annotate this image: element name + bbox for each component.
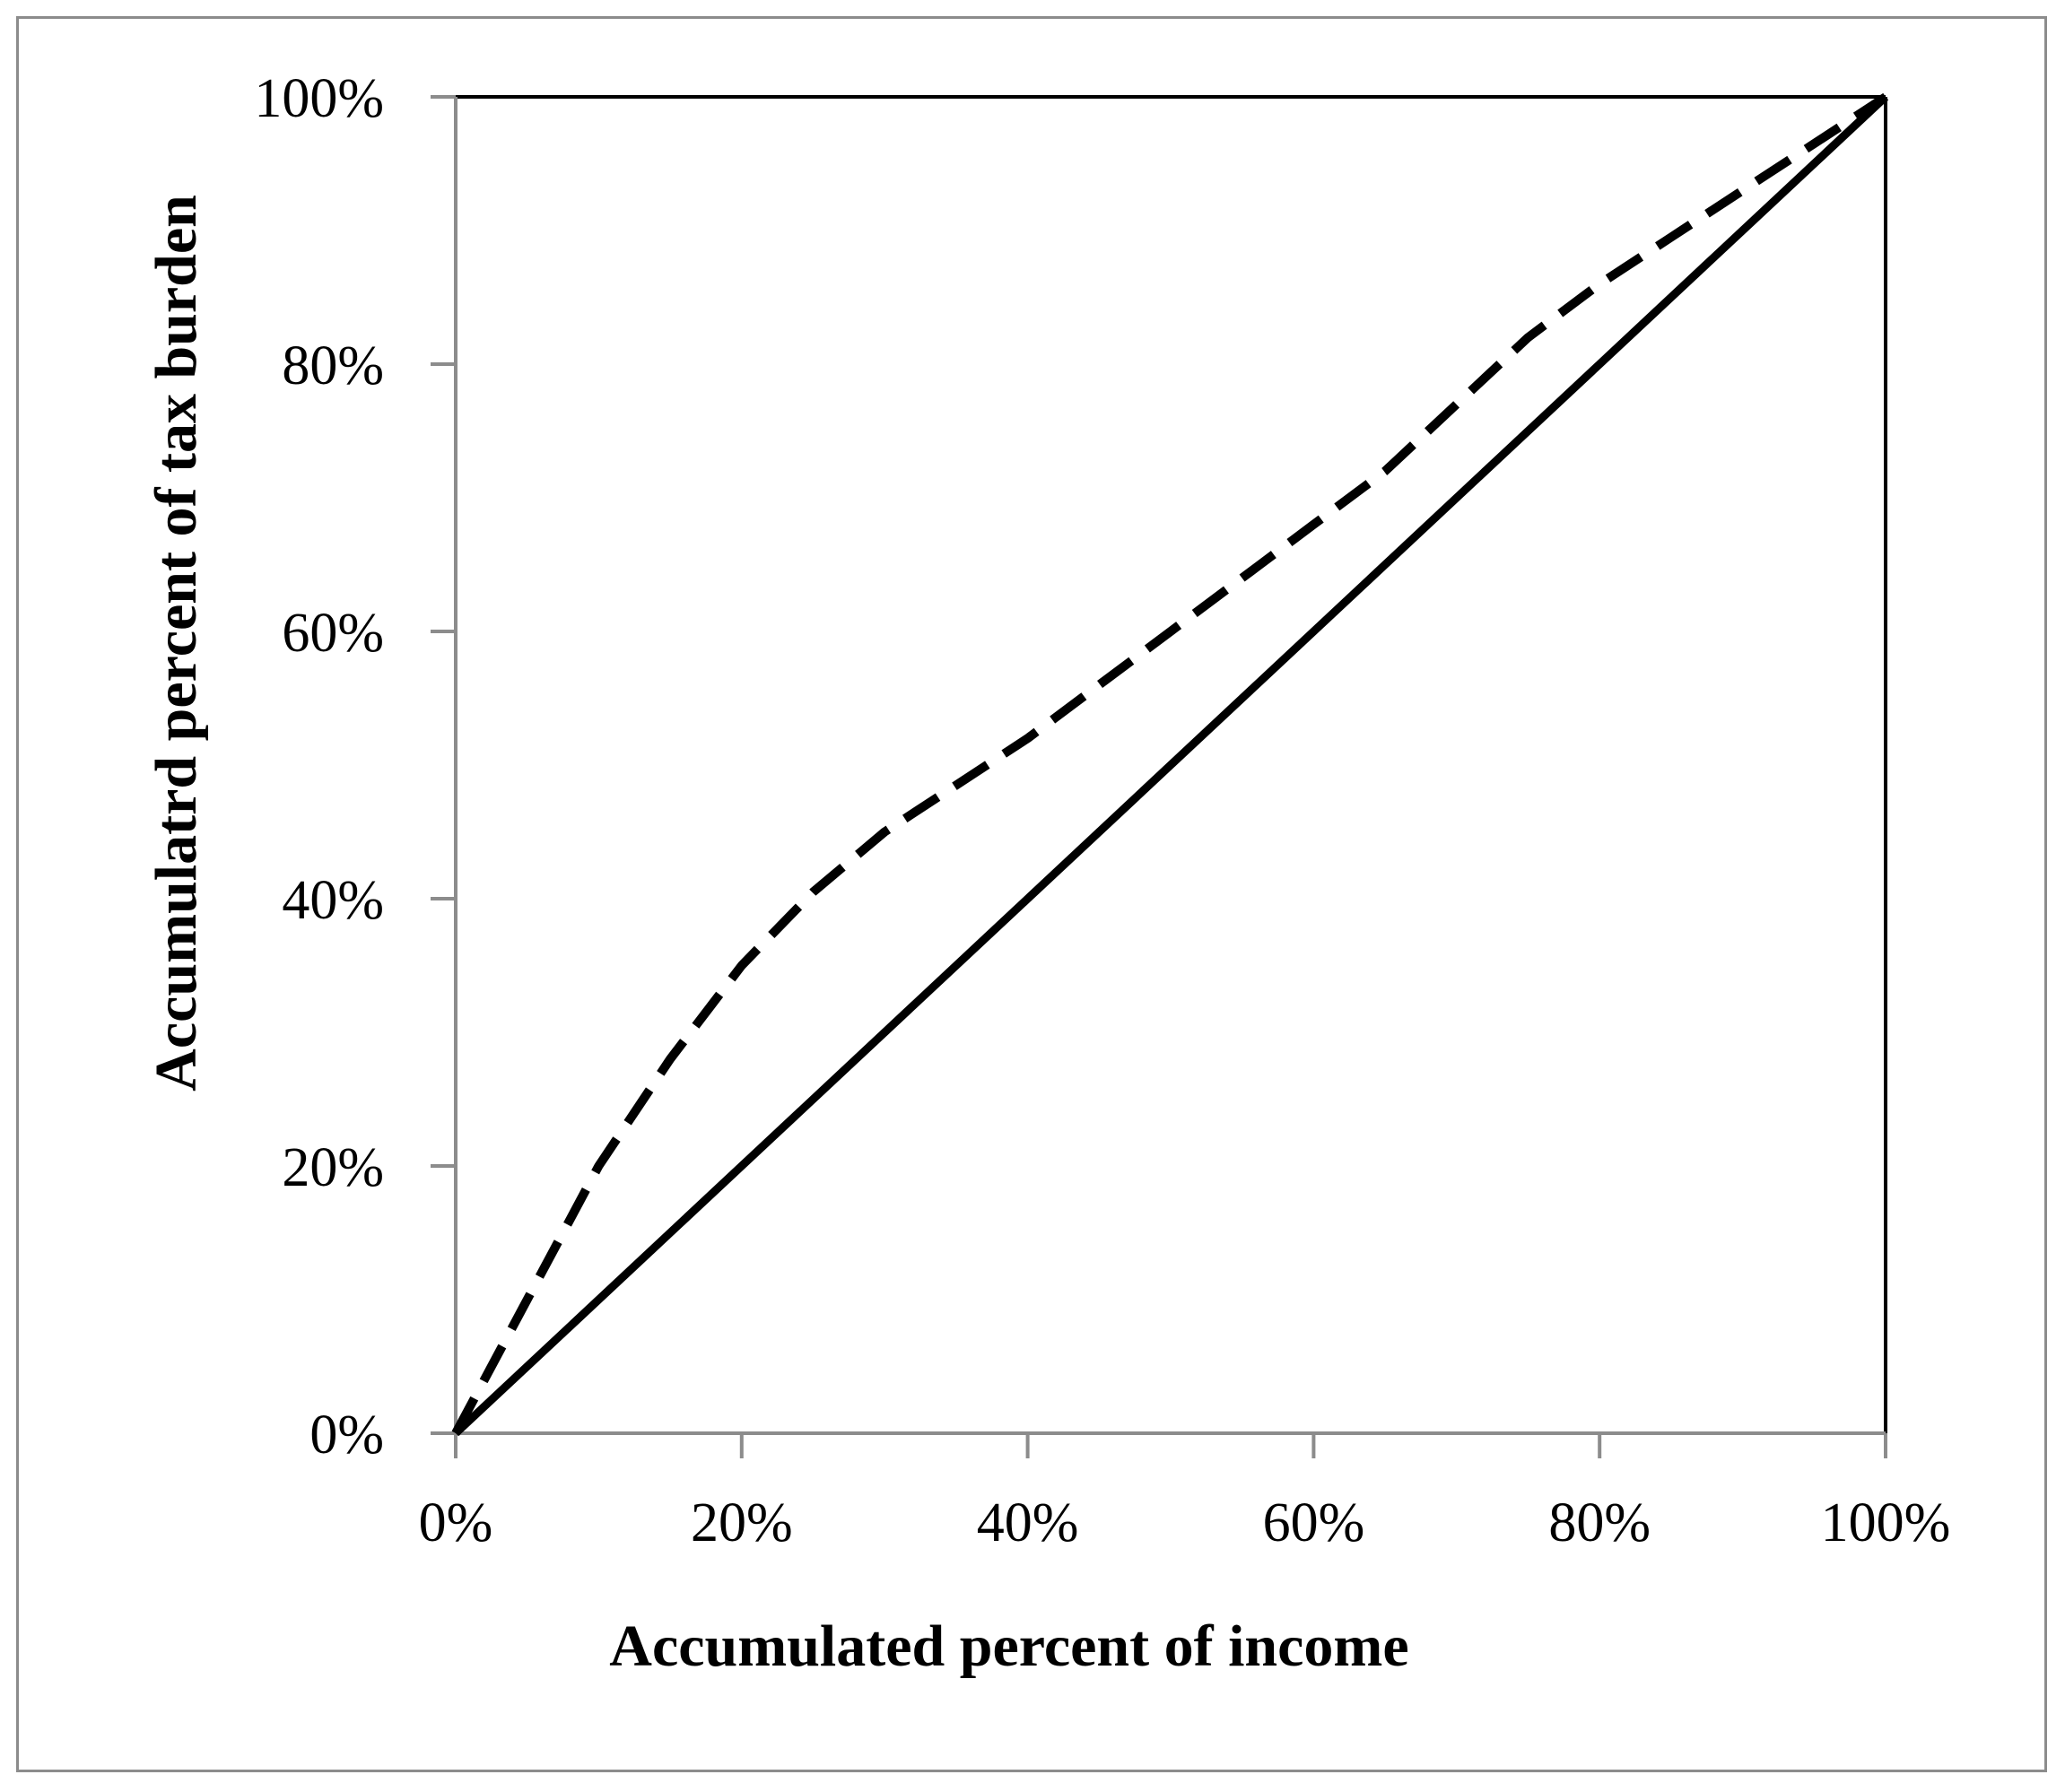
y-tick-label: 20%	[282, 1137, 384, 1198]
x-tick-label: 0%	[419, 1492, 493, 1553]
tick-labels: 0% 20% 40% 60% 80% 100% 0% 20% 40% 60% 80% 100%	[254, 68, 1950, 1553]
plot-area-border	[456, 95, 1887, 1433]
x-tick-label: 20%	[691, 1492, 793, 1553]
x-tick-label: 100%	[1821, 1492, 1951, 1553]
y-tick-label: 80%	[282, 335, 384, 396]
y-tick-label: 40%	[282, 870, 384, 931]
series-layer	[451, 92, 1889, 1437]
x-tick-label: 60%	[1263, 1492, 1365, 1553]
x-axis-label: Accumulated percent of income	[609, 1614, 1408, 1679]
axes	[431, 95, 1887, 1458]
y-tick-label: 60%	[282, 603, 384, 664]
x-tick-label: 80%	[1548, 1492, 1651, 1553]
y-tick-label: 100%	[254, 68, 384, 129]
x-tick-label: 40%	[977, 1492, 1079, 1553]
solid-series-line	[452, 93, 1889, 1437]
y-tick-label: 0%	[309, 1405, 384, 1466]
dashed-series-line	[451, 92, 1888, 1436]
y-axis-label: Accumulatrd percent of tax burden	[144, 195, 209, 1092]
